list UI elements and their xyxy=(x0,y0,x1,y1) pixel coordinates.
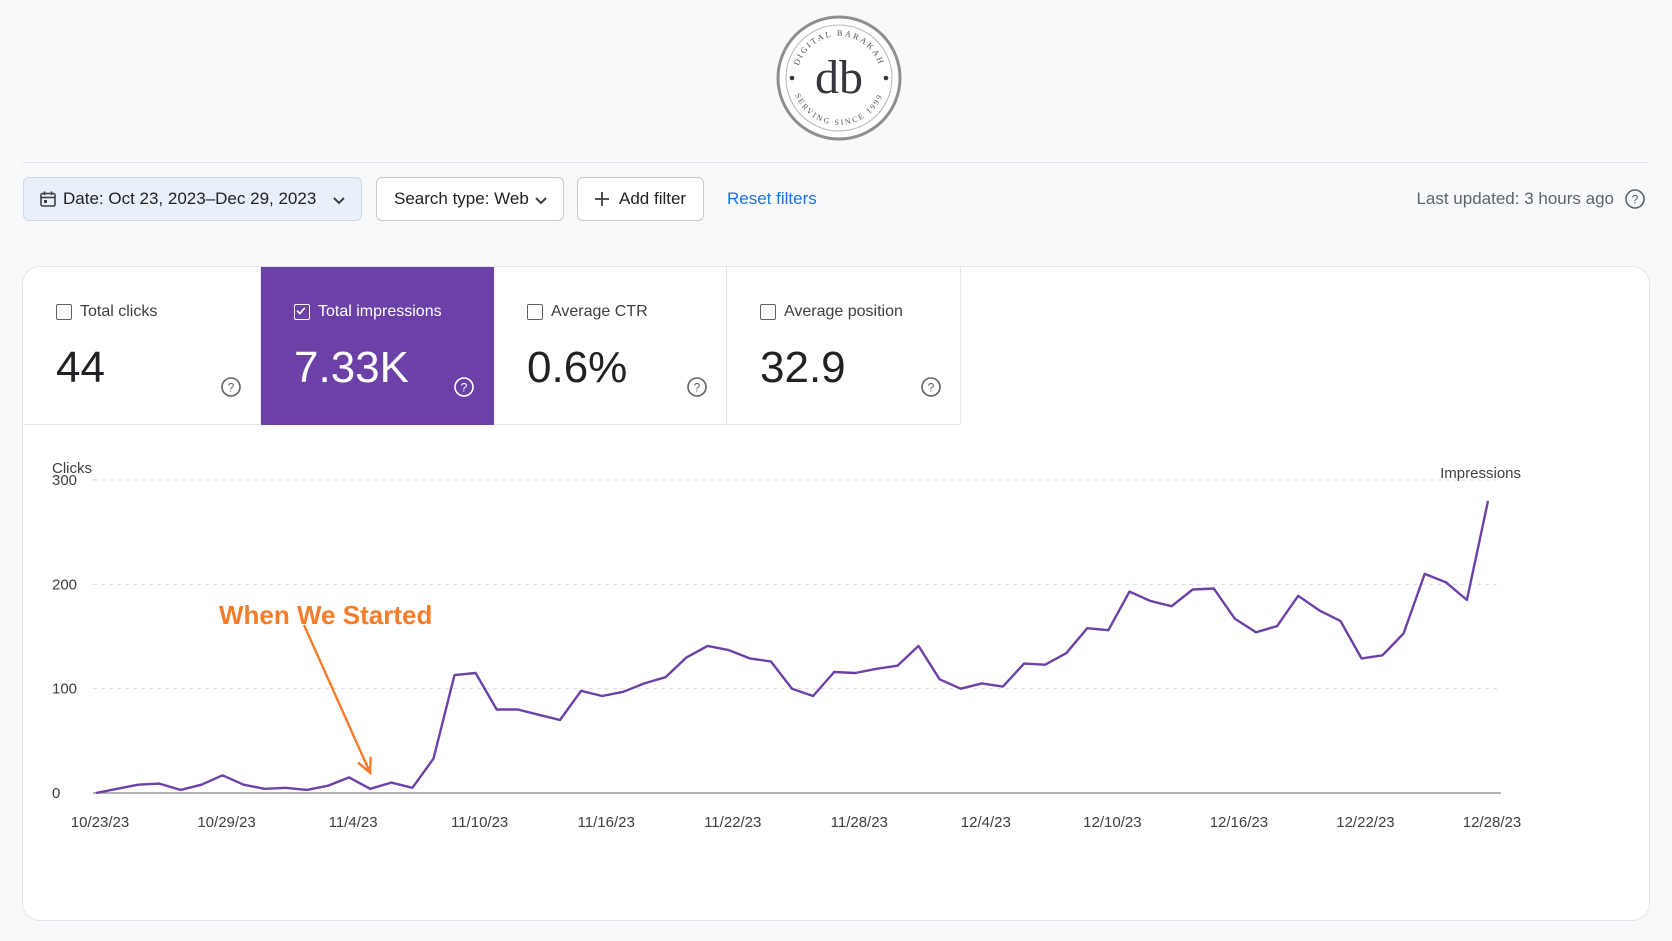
x-tick-label: 11/22/23 xyxy=(704,814,761,831)
calendar-icon xyxy=(40,191,56,207)
checkbox-unchecked[interactable] xyxy=(760,304,776,320)
logo-mark-text: db xyxy=(815,51,863,104)
search-type-button[interactable]: Search type: Web xyxy=(376,177,564,221)
add-filter-button[interactable]: Add filter xyxy=(577,177,704,221)
metric-value: 32.9 xyxy=(760,343,846,392)
help-icon[interactable]: ? xyxy=(920,376,942,398)
x-tick-label: 10/23/23 xyxy=(71,814,129,831)
svg-text:?: ? xyxy=(928,381,935,395)
y-tick-label: 100 xyxy=(52,681,77,698)
help-icon[interactable]: ? xyxy=(686,376,708,398)
svg-text:?: ? xyxy=(694,381,701,395)
metric-label: Total clicks xyxy=(80,303,158,320)
y-tick-label: 200 xyxy=(52,576,77,593)
reset-filters-link[interactable]: Reset filters xyxy=(727,189,817,208)
digital-barakah-logo: DIGITAL BARAKAH SERVING SINCE 1999 db xyxy=(776,15,902,141)
x-tick-label: 12/4/23 xyxy=(961,814,1011,831)
metric-average-ctr[interactable]: Average CTR 0.6% ? xyxy=(494,267,727,425)
metric-label: Average position xyxy=(784,303,903,320)
metric-total-impressions[interactable]: Total impressions 7.33K ? xyxy=(261,267,494,425)
add-filter-label: Add filter xyxy=(619,189,687,208)
svg-text:?: ? xyxy=(1632,193,1639,207)
y-tick-label: 0 xyxy=(52,785,60,802)
checkbox-checked[interactable] xyxy=(294,304,310,320)
x-tick-label: 12/16/23 xyxy=(1210,814,1268,831)
metric-label-row: Average position xyxy=(760,303,903,321)
metric-label: Total impressions xyxy=(318,303,442,320)
checkmark-icon xyxy=(296,307,306,315)
annotation-arrow xyxy=(302,624,372,774)
metric-label-row: Average CTR xyxy=(527,303,648,321)
chevron-down-icon xyxy=(535,197,547,205)
metric-label-row: Total impressions xyxy=(294,303,442,321)
x-tick-label: 12/10/23 xyxy=(1083,814,1141,831)
search-type-label: Search type: Web xyxy=(394,189,529,208)
x-tick-label: 12/28/23 xyxy=(1463,814,1521,831)
x-tick-label: 11/10/23 xyxy=(451,814,508,831)
header-divider xyxy=(22,162,1648,163)
svg-text:?: ? xyxy=(461,381,468,395)
x-tick-label: 11/16/23 xyxy=(578,814,635,831)
x-tick-label: 10/29/23 xyxy=(197,814,255,831)
svg-text:?: ? xyxy=(228,381,235,395)
performance-card: Total clicks 44 ? Total impressions 7.33… xyxy=(22,266,1650,921)
metric-label-row: Total clicks xyxy=(56,303,157,321)
annotation: When We Started xyxy=(219,600,432,776)
metric-value: 7.33K xyxy=(294,343,409,392)
metric-average-position[interactable]: Average position 32.9 ? xyxy=(727,267,961,425)
y-axis-title-right: Impressions xyxy=(1440,465,1521,482)
last-updated-text: Last updated: 3 hours ago xyxy=(1416,189,1614,208)
date-range-label: Date: Oct 23, 2023–Dec 29, 2023 xyxy=(63,189,317,208)
x-tick-label: 12/22/23 xyxy=(1336,814,1394,831)
chevron-down-icon xyxy=(333,197,345,205)
date-range-button[interactable]: Date: Oct 23, 2023–Dec 29, 2023 xyxy=(23,177,362,221)
metric-value: 44 xyxy=(56,343,105,392)
performance-chart: Clicks Impressions 0 100 200 300 10/23/23 10… xyxy=(52,460,1521,831)
metric-total-clicks[interactable]: Total clicks 44 ? xyxy=(23,267,261,425)
checkbox-unchecked[interactable] xyxy=(527,304,543,320)
y-axis-title-left: Clicks xyxy=(52,460,92,477)
annotation-arrowhead xyxy=(357,756,372,776)
x-tick-label: 11/4/23 xyxy=(329,814,378,831)
annotation-text: When We Started xyxy=(219,600,432,630)
metric-value: 0.6% xyxy=(527,343,628,392)
help-icon[interactable]: ? xyxy=(453,376,475,398)
help-icon[interactable]: ? xyxy=(220,376,242,398)
checkbox-unchecked[interactable] xyxy=(56,304,72,320)
impressions-series-line xyxy=(95,500,1490,795)
filter-toolbar: Date: Oct 23, 2023–Dec 29, 2023 Search t… xyxy=(23,177,1648,223)
help-icon[interactable]: ? xyxy=(1624,188,1646,210)
metric-label: Average CTR xyxy=(551,303,648,320)
x-tick-label: 11/28/23 xyxy=(831,814,888,831)
plus-icon xyxy=(595,192,609,206)
y-tick-label: 300 xyxy=(52,472,77,489)
